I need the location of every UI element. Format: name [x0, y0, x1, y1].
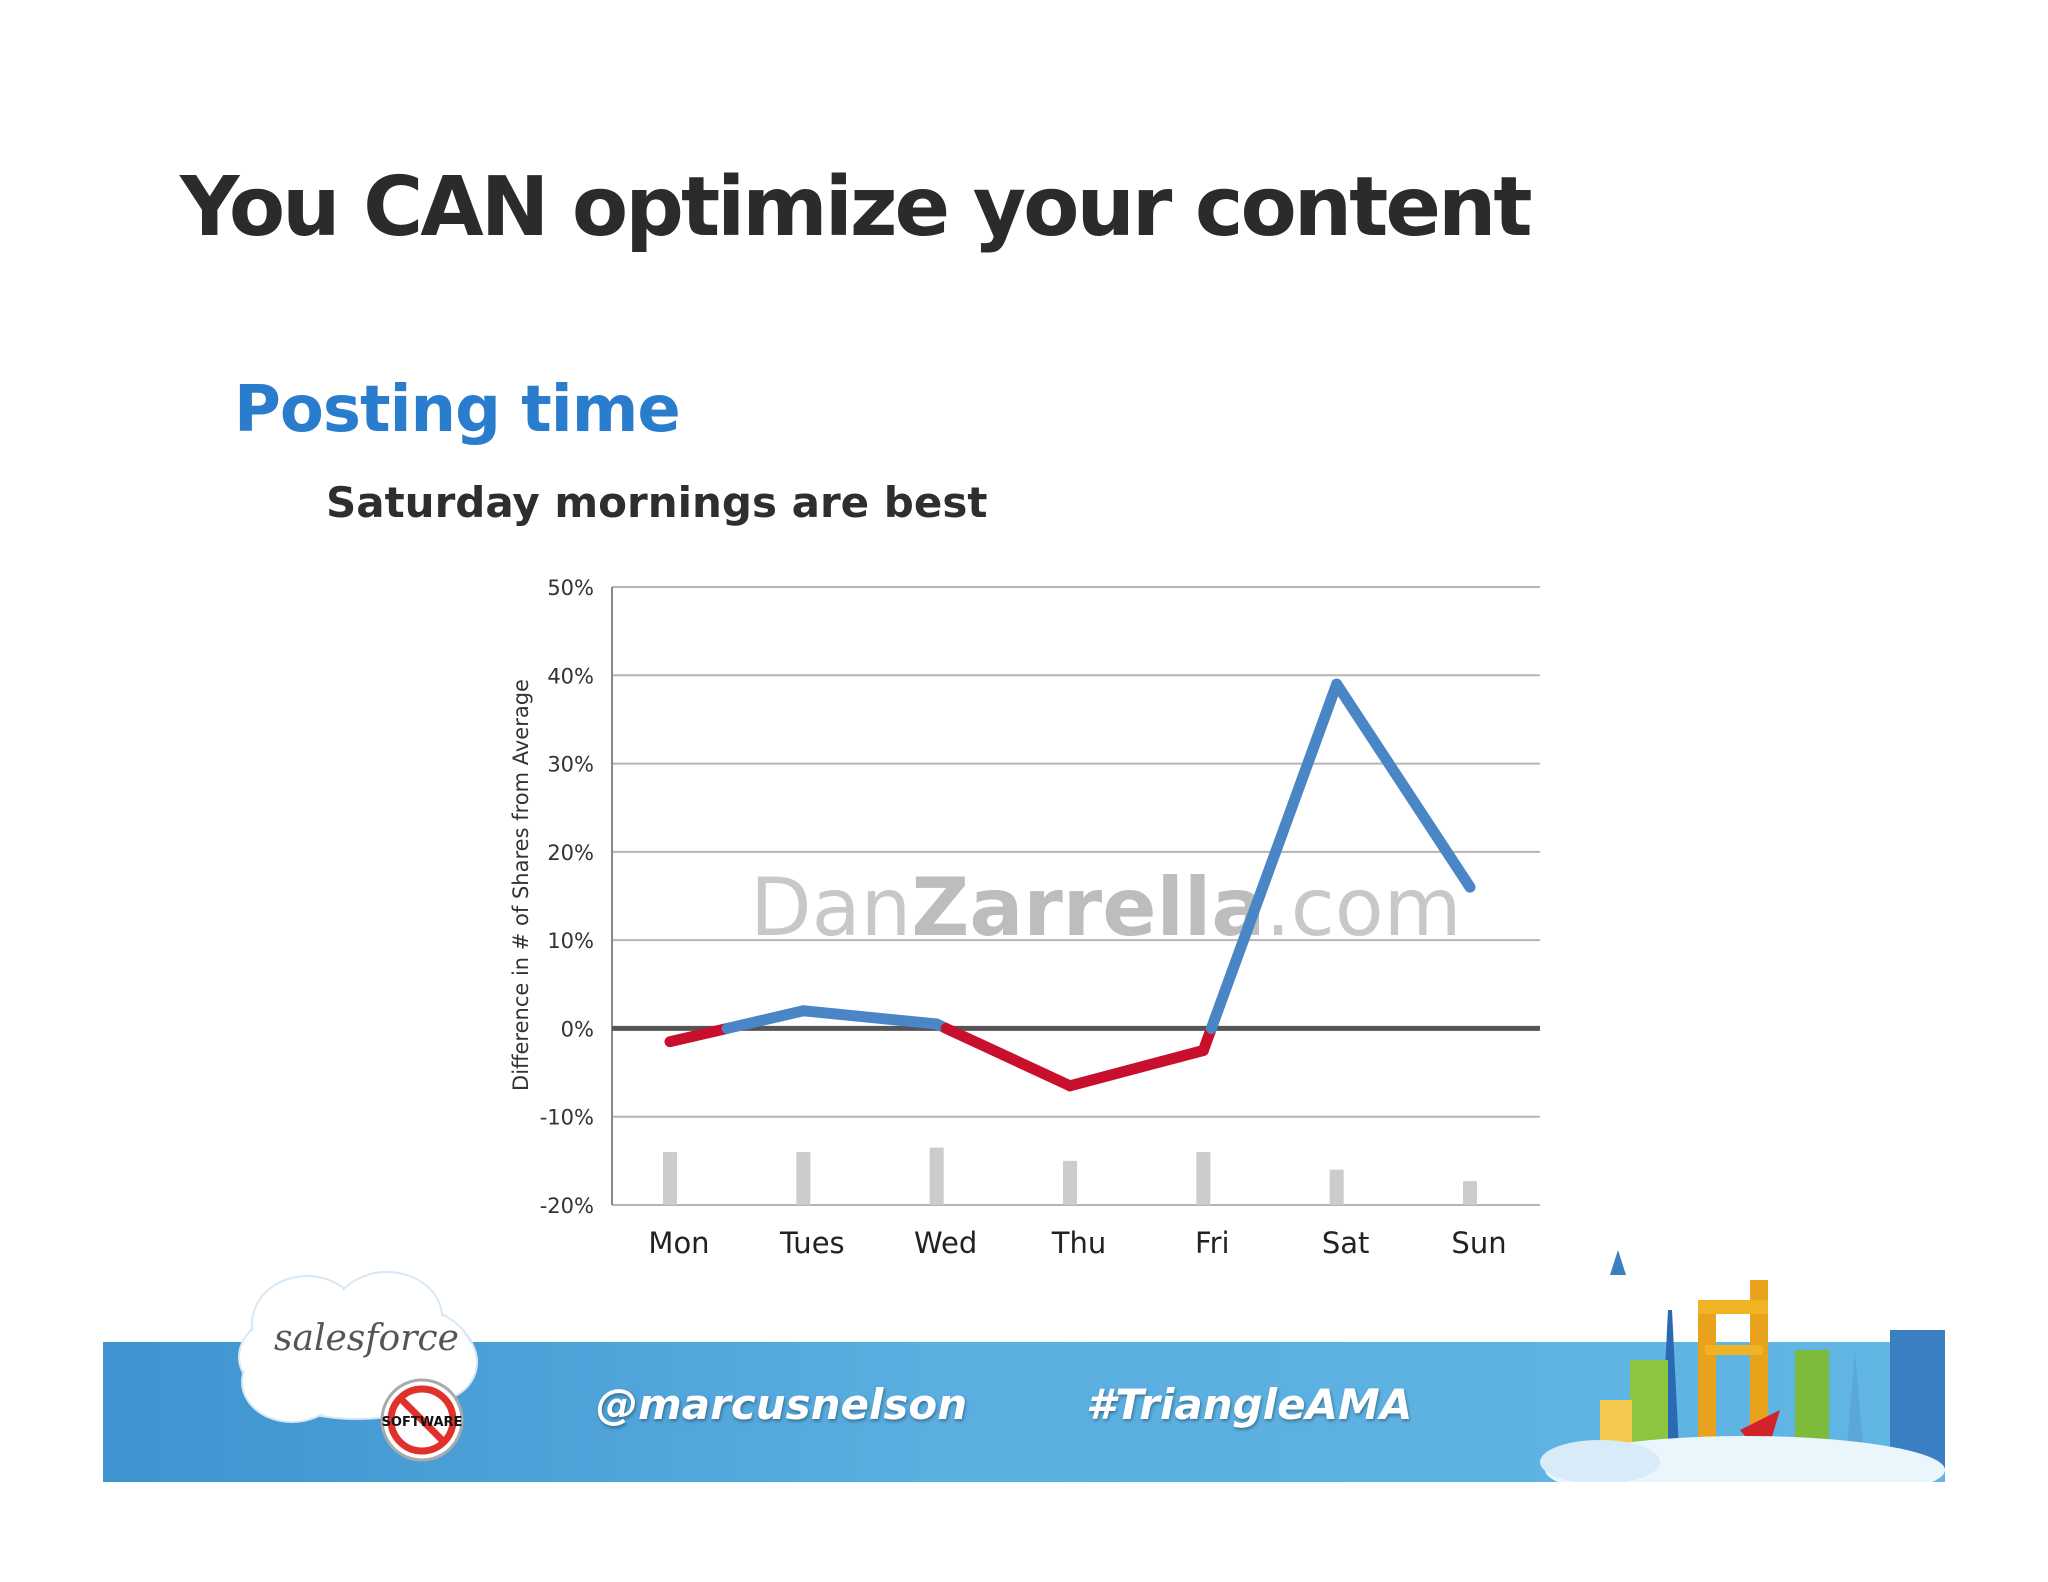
- y-tick-label: 40%: [547, 664, 594, 688]
- series-line-segment: [721, 1005, 809, 1034]
- x-tick-label: Fri: [1195, 1226, 1230, 1260]
- spire-icon: [1845, 1350, 1865, 1470]
- rocket-icon: [1610, 1250, 1626, 1275]
- volume-bar: [1063, 1160, 1077, 1205]
- x-tick-label: Wed: [914, 1226, 977, 1260]
- golden-gate-tower-icon: [1698, 1300, 1768, 1314]
- y-tick-label: -20%: [540, 1194, 594, 1218]
- no-software-badge: SOFTWARE: [380, 1378, 464, 1462]
- data-line: [664, 678, 1476, 1092]
- y-tick-label: 20%: [547, 841, 594, 865]
- volume-bar: [1463, 1181, 1477, 1205]
- page-title: You CAN optimize your content: [180, 160, 1533, 255]
- salesforce-logo: salesforce SOFTWARE: [238, 1271, 478, 1462]
- volume-bar: [929, 1147, 944, 1205]
- x-tick-label: Thu: [1051, 1226, 1106, 1260]
- y-tick-label: 10%: [547, 929, 594, 953]
- series-line-segment: [664, 1022, 733, 1048]
- twitter-handle: @marcusnelson: [596, 1380, 968, 1429]
- series-line-segment: [797, 1005, 943, 1030]
- x-tick-label: Mon: [648, 1226, 709, 1260]
- grid-lines: [611, 586, 1540, 1206]
- y-tick-label: 50%: [547, 576, 594, 600]
- volume-bar: [663, 1152, 677, 1205]
- series-line-segment: [1331, 678, 1476, 893]
- volume-bar: [1329, 1169, 1344, 1205]
- tagline: Saturday mornings are best: [326, 478, 988, 527]
- skyscraper-icon: [1890, 1330, 1945, 1470]
- watermark: DanZarrella.com: [750, 861, 1462, 954]
- badge-text: SOFTWARE: [382, 1415, 463, 1430]
- series-line-segment: [1205, 678, 1343, 1034]
- series-line-segment: [1064, 1045, 1209, 1092]
- event-hashtag: #TriangleAMA: [1086, 1380, 1413, 1429]
- section-heading: Posting time: [234, 373, 681, 447]
- volume-bar: [1196, 1152, 1211, 1205]
- flag-icon: [1740, 1410, 1780, 1460]
- y-tick-label: 30%: [547, 753, 594, 777]
- watermark-part2: Zarrella: [911, 861, 1265, 954]
- y-axis-label: Difference in # of Shares from Average: [509, 679, 533, 1091]
- volume-bar: [796, 1152, 811, 1205]
- shares-by-day-chart: DanZarrella.com 50% 40% 30% 20% 10% 0% -10% -20…: [509, 576, 1540, 1260]
- y-tick-label: -10%: [540, 1106, 594, 1130]
- watermark-part3: .com: [1265, 861, 1461, 954]
- series-line-segment: [940, 1022, 1076, 1092]
- x-tick-labels: Mon Tues Wed Thu Fri Sat Sun: [648, 1226, 1506, 1260]
- x-tick-label: Sat: [1322, 1226, 1370, 1260]
- city-skyline-illustration: [1540, 1250, 1945, 1482]
- y-tick-label: 0%: [561, 1017, 594, 1041]
- x-tick-label: Tues: [779, 1226, 845, 1260]
- salesforce-wordmark: salesforce: [274, 1318, 459, 1359]
- watermark-part1: Dan: [750, 861, 911, 954]
- volume-bars: [663, 1147, 1477, 1205]
- x-tick-label: Sun: [1451, 1226, 1506, 1260]
- y-tick-labels: 50% 40% 30% 20% 10% 0% -10% -20%: [540, 576, 594, 1218]
